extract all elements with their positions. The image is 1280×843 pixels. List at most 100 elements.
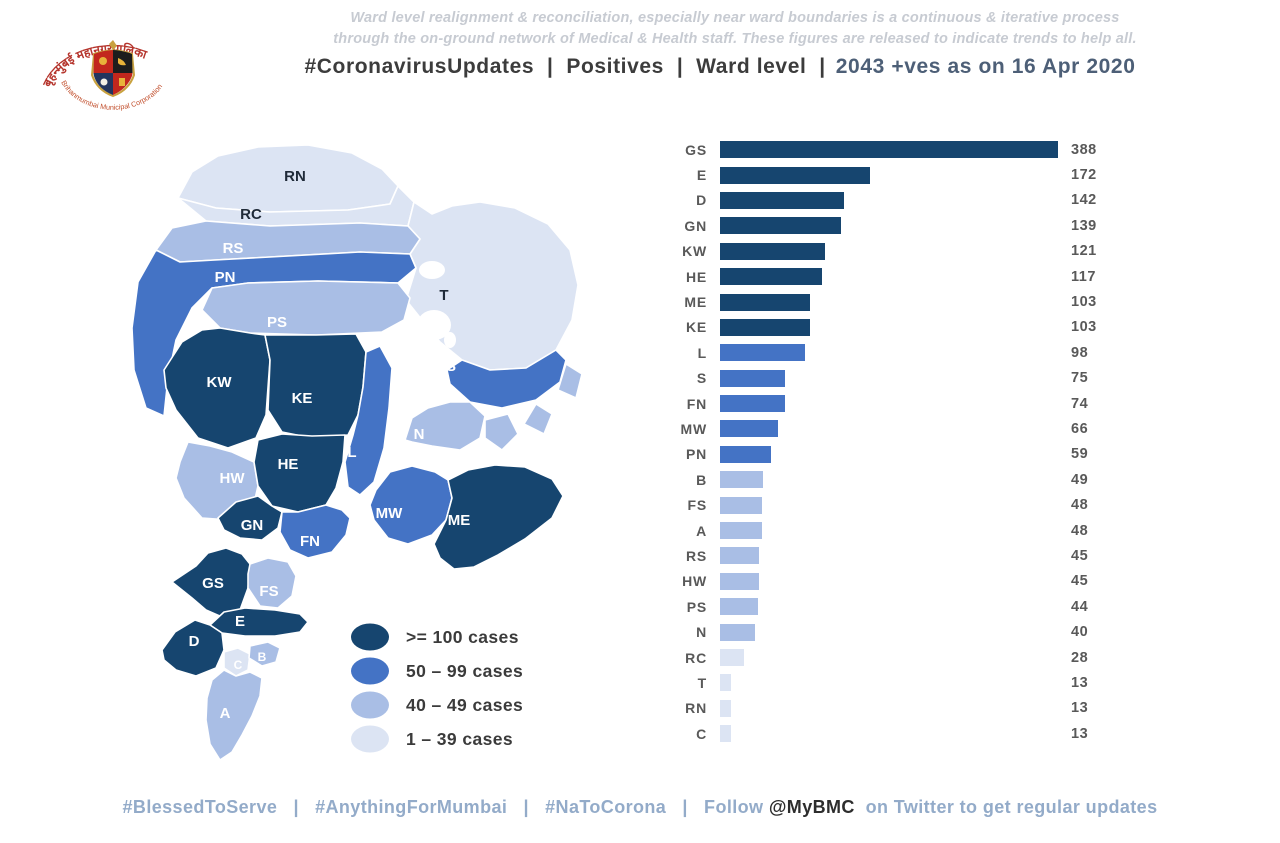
bar-row: RS 45 <box>645 543 1165 568</box>
legend-label: 50 – 99 cases <box>406 660 524 681</box>
ward-PS <box>201 280 411 336</box>
bar-category-label: PN <box>685 446 707 463</box>
bar-row: D 142 <box>645 188 1165 213</box>
ward-label-HW: HW <box>220 470 246 487</box>
ward-label-HE: HE <box>278 456 299 473</box>
bar-value-label: 40 <box>1071 624 1089 641</box>
ward-KW <box>163 327 271 449</box>
ward-label-B: B <box>258 650 267 664</box>
ward-KE <box>264 333 367 439</box>
disclaimer-line-2: through the on-ground network of Medical… <box>333 31 1137 48</box>
bar <box>720 242 826 260</box>
ward-label-ME: ME <box>448 512 471 529</box>
bar-value-label: 13 <box>1071 725 1089 742</box>
bar <box>720 547 760 565</box>
ward-HE <box>253 433 346 513</box>
bar-track <box>720 141 1058 159</box>
ward-label-A: A <box>220 705 231 722</box>
ward-label-N: N <box>414 426 425 443</box>
bar-value-label: 44 <box>1071 598 1089 615</box>
bar-category-label: RN <box>685 700 707 717</box>
footer-hashtags-left: #BlessedToServe | #AnythingForMumbai | #… <box>122 797 769 817</box>
bar-track <box>720 318 1058 336</box>
bar-category-label: ME <box>684 294 707 311</box>
bar-value-label: 66 <box>1071 420 1089 437</box>
bar-track <box>720 496 1058 514</box>
lake <box>444 332 456 348</box>
lake <box>407 339 423 365</box>
footer-twitter-handle: @MyBMC <box>768 797 855 817</box>
coast-fragment <box>522 402 553 436</box>
legend-label: 1 – 39 cases <box>406 728 513 749</box>
ward-E <box>209 607 309 637</box>
bar <box>720 318 810 336</box>
bar-track <box>720 217 1058 235</box>
bar-value-label: 13 <box>1071 674 1089 691</box>
ward-label-T: T <box>439 287 448 304</box>
bar <box>720 471 763 489</box>
bar-category-label: GN <box>684 217 707 234</box>
legend-label: 40 – 49 cases <box>406 694 524 715</box>
bar-category-label: MW <box>680 420 707 437</box>
lake <box>419 261 445 279</box>
legend-row: 40 – 49 cases <box>350 688 523 722</box>
ward-label-L: L <box>347 444 356 461</box>
ward-label-FS: FS <box>259 583 278 600</box>
disclaimer-text: Ward level realignment & reconciliation,… <box>205 8 1265 50</box>
bar <box>720 445 772 463</box>
ward-label-E: E <box>235 613 245 630</box>
bar-category-label: N <box>696 624 707 641</box>
bar-row: A 48 <box>645 518 1165 543</box>
bar-value-label: 142 <box>1071 192 1097 209</box>
legend-swatch-icon <box>351 725 389 753</box>
ward-label-C: C <box>234 658 243 672</box>
bar-track <box>720 369 1058 387</box>
logo-crest <box>90 40 136 98</box>
bar-value-label: 59 <box>1071 446 1089 463</box>
bar-track <box>720 420 1058 438</box>
bar-value-label: 13 <box>1071 700 1089 717</box>
bar <box>720 496 762 514</box>
legend-swatch-icon <box>351 623 389 651</box>
bar <box>720 141 1058 159</box>
legend-swatch-icon <box>351 691 389 719</box>
bar-track <box>720 395 1058 413</box>
bar-row: KE 103 <box>645 315 1165 340</box>
ward-map-svg: RN RC RS PN PS T S KW KE N L HE HW MW ME… <box>131 144 583 761</box>
bar-category-label: S <box>696 370 707 387</box>
bar-value-label: 45 <box>1071 547 1089 564</box>
bar-value-label: 45 <box>1071 573 1089 590</box>
bar-row: GS 388 <box>645 137 1165 162</box>
bar-track <box>720 191 1058 209</box>
bar-category-label: A <box>696 522 707 539</box>
bar-row: FN 74 <box>645 391 1165 416</box>
bar-category-label: RS <box>685 547 707 564</box>
ward-label-FN: FN <box>300 533 320 550</box>
bar-track <box>720 344 1058 362</box>
bar-row: N 40 <box>645 619 1165 644</box>
bar <box>720 420 778 438</box>
bar <box>720 623 755 641</box>
legend-row: 1 – 39 cases <box>350 722 523 756</box>
bar <box>720 522 762 540</box>
ward-label-MW: MW <box>376 505 403 522</box>
ward-FS <box>247 557 297 609</box>
coast-fragment <box>557 362 583 400</box>
bar <box>720 572 760 590</box>
bar-category-label: FS <box>687 497 707 514</box>
bar-track <box>720 699 1058 717</box>
ward-label-RN: RN <box>284 168 306 185</box>
bar-row: T 13 <box>645 670 1165 695</box>
title-main: #CoronavirusUpdates | Positives | Ward l… <box>304 55 826 78</box>
legend-row: 50 – 99 cases <box>350 654 523 688</box>
bar-category-label: E <box>696 167 707 184</box>
bar-track <box>720 445 1058 463</box>
legend-swatch-icon <box>351 657 389 685</box>
ward-B <box>248 641 281 667</box>
bar-value-label: 139 <box>1071 217 1097 234</box>
bar-value-label: 48 <box>1071 497 1089 514</box>
page-title: #CoronavirusUpdates | Positives | Ward l… <box>160 55 1280 79</box>
bar <box>720 725 732 743</box>
disclaimer-line-1: Ward level realignment & reconciliation,… <box>350 10 1120 26</box>
